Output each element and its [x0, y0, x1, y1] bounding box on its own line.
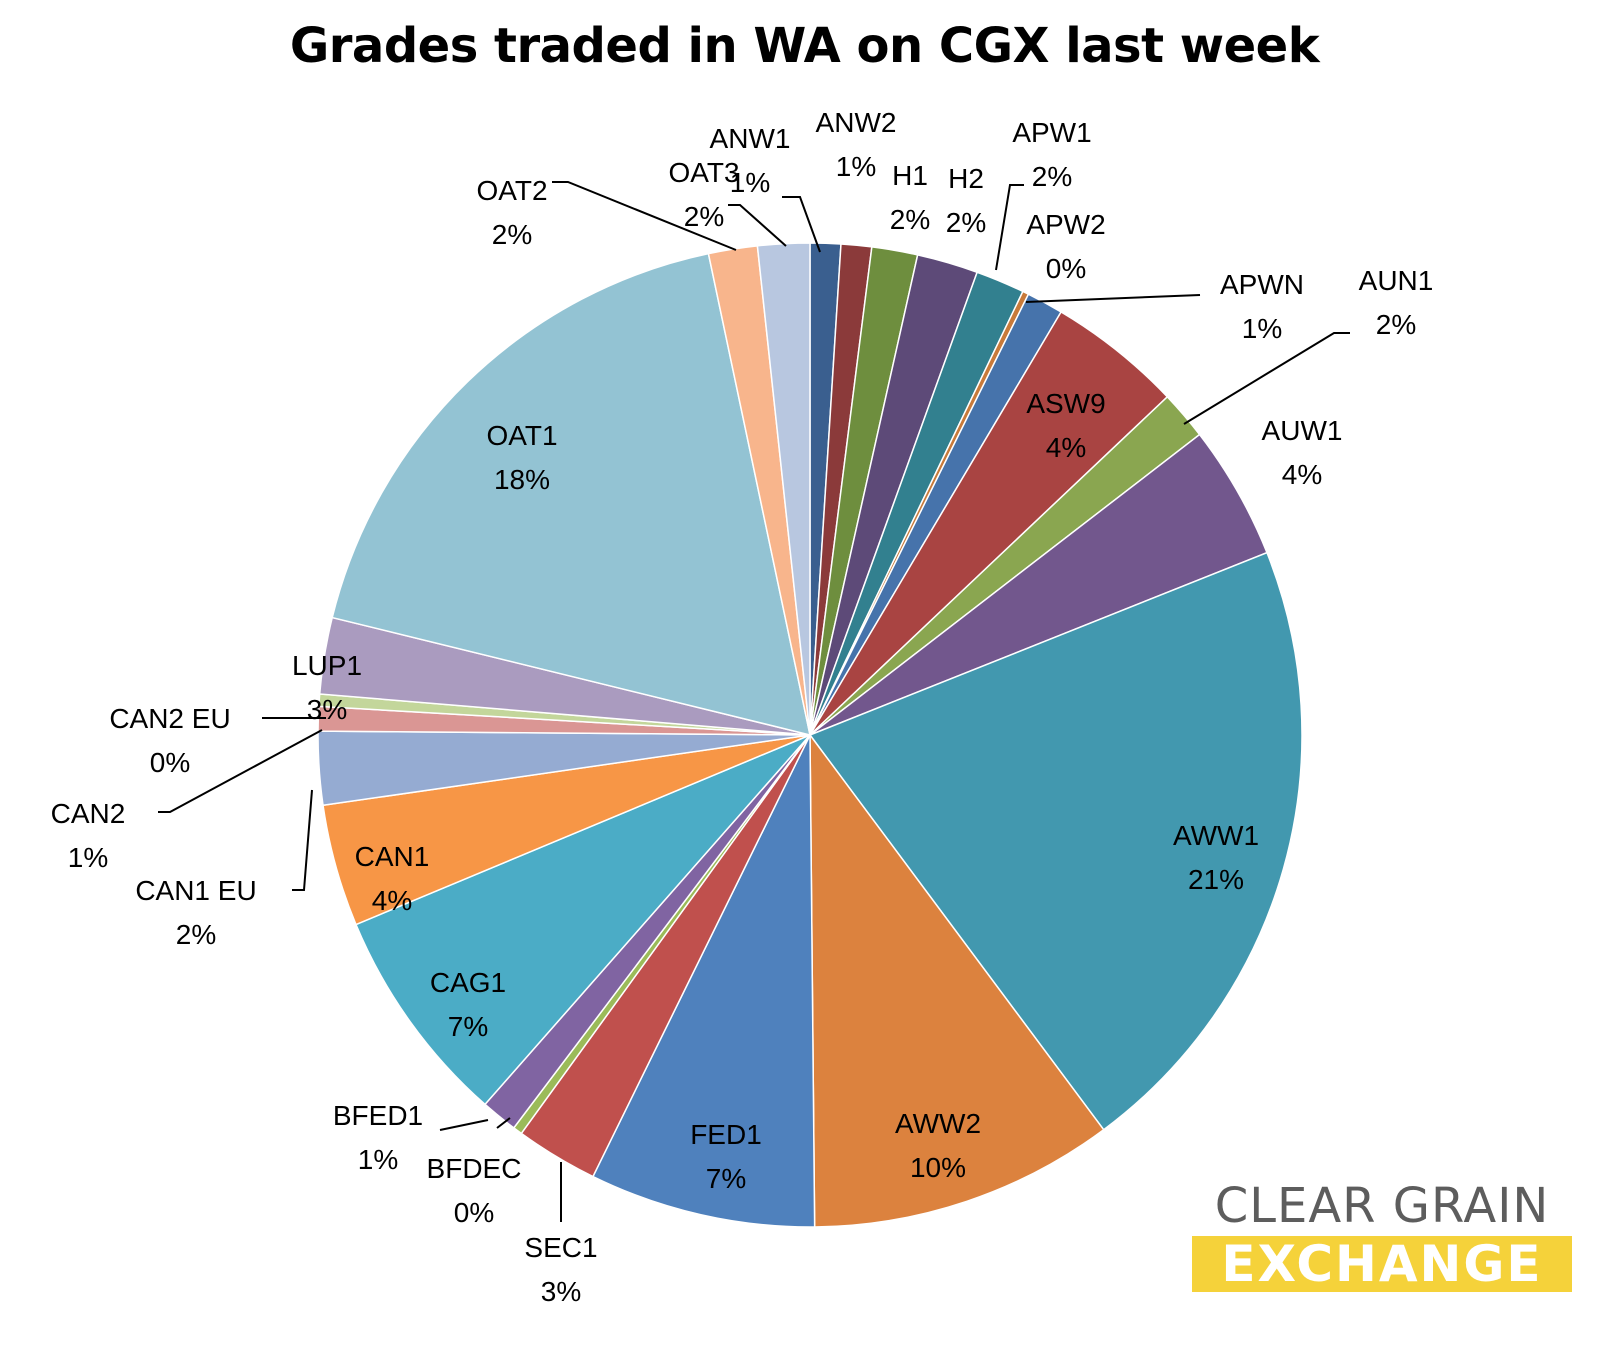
slice-percent-aun1: 2%	[1376, 309, 1416, 340]
slice-percent-cag1: 7%	[448, 1011, 488, 1042]
slice-label-can1: CAN1	[355, 841, 430, 872]
slice-percent-lup1: 3%	[307, 694, 347, 725]
slice-percent-apw2: 0%	[1046, 253, 1086, 284]
slice-label-oat2: OAT2	[476, 175, 547, 206]
slice-label-anw1: ANW1	[710, 123, 791, 154]
slice-percent-apw1: 2%	[1032, 161, 1072, 192]
slice-percent-sec1: 3%	[541, 1276, 581, 1307]
slice-label-oat1: OAT1	[486, 420, 557, 451]
leader-line-anw1	[782, 196, 821, 253]
slice-percent-anw2: 1%	[836, 151, 876, 182]
slice-label-h2: H2	[948, 163, 984, 194]
slice-label-can2-eu: CAN2 EU	[109, 703, 230, 734]
slice-label-apw2: APW2	[1026, 209, 1105, 240]
leader-line-apwn	[1025, 294, 1201, 303]
slice-label-cag1: CAG1	[430, 967, 506, 998]
slice-percent-oat1: 18%	[494, 464, 550, 495]
slice-label-aun1: AUN1	[1359, 265, 1434, 296]
slice-label-apw1: APW1	[1012, 117, 1091, 148]
leader-line-aun1	[1183, 332, 1350, 425]
slice-label-anw2: ANW2	[816, 107, 897, 138]
chart-title: Grades traded in WA on CGX last week	[289, 18, 1320, 74]
slice-percent-aww2: 10%	[910, 1152, 966, 1183]
slice-label-h1: H1	[892, 160, 928, 191]
slice-label-bfed1: BFED1	[333, 1100, 423, 1131]
leader-line-oat2	[552, 181, 737, 251]
leader-line-bfed1	[439, 1119, 489, 1131]
slice-label-sec1: SEC1	[524, 1232, 597, 1263]
slice-percent-fed1: 7%	[706, 1163, 746, 1194]
leader-line-bfdec	[496, 1117, 511, 1129]
slice-label-aww2: AWW2	[895, 1108, 981, 1139]
slice-label-apwn: APWN	[1220, 269, 1304, 300]
slice-label-can2: CAN2	[51, 798, 126, 829]
slice-percent-apwn: 1%	[1242, 313, 1282, 344]
leader-line-can2	[158, 729, 323, 813]
slice-label-fed1: FED1	[690, 1119, 762, 1150]
clear-grain-exchange-logo: CLEAR GRAIN EXCHANGE	[1192, 1180, 1572, 1295]
pie-slice-aww2	[809, 732, 1105, 1228]
slice-percent-bfed1: 1%	[358, 1144, 398, 1175]
pie-slice-cag1	[354, 734, 811, 1106]
slice-label-can1-eu: CAN1 EU	[135, 875, 256, 906]
slice-percent-h2: 2%	[946, 207, 986, 238]
slice-label-auw1: AUW1	[1262, 415, 1343, 446]
slice-percent-asw9: 4%	[1046, 432, 1086, 463]
slice-label-lup1: LUP1	[292, 650, 362, 681]
slice-label-oat3: OAT3	[668, 157, 739, 188]
slice-percent-auw1: 4%	[1282, 459, 1322, 490]
slice-percent-can2: 1%	[68, 842, 108, 873]
logo-line-2: EXCHANGE	[1192, 1236, 1572, 1292]
slice-percent-can2-eu: 0%	[150, 747, 190, 778]
pie-slice-aww1	[808, 551, 1303, 1131]
leader-line-oat3	[728, 204, 787, 247]
slice-percent-aww1: 21%	[1188, 864, 1244, 895]
slice-label-bfdec: BFDEC	[427, 1153, 522, 1184]
slice-percent-oat2: 2%	[492, 219, 532, 250]
slice-percent-oat3: 2%	[684, 201, 724, 232]
slice-percent-h1: 2%	[890, 204, 930, 235]
leader-line-can1-eu	[292, 789, 313, 891]
slice-percent-anw1: 1%	[730, 167, 770, 198]
logo-line-1: CLEAR GRAIN	[1214, 1178, 1550, 1234]
slice-label-aww1: AWW1	[1173, 820, 1259, 851]
slice-label-asw9: ASW9	[1026, 388, 1105, 419]
pie-slice-fed1	[591, 734, 816, 1228]
pie-slice-oat1	[331, 252, 811, 737]
slice-percent-bfdec: 0%	[454, 1197, 494, 1228]
leader-line-apw1	[995, 184, 1024, 271]
slice-percent-can1-eu: 2%	[176, 919, 216, 950]
slice-percent-can1: 4%	[372, 885, 412, 916]
